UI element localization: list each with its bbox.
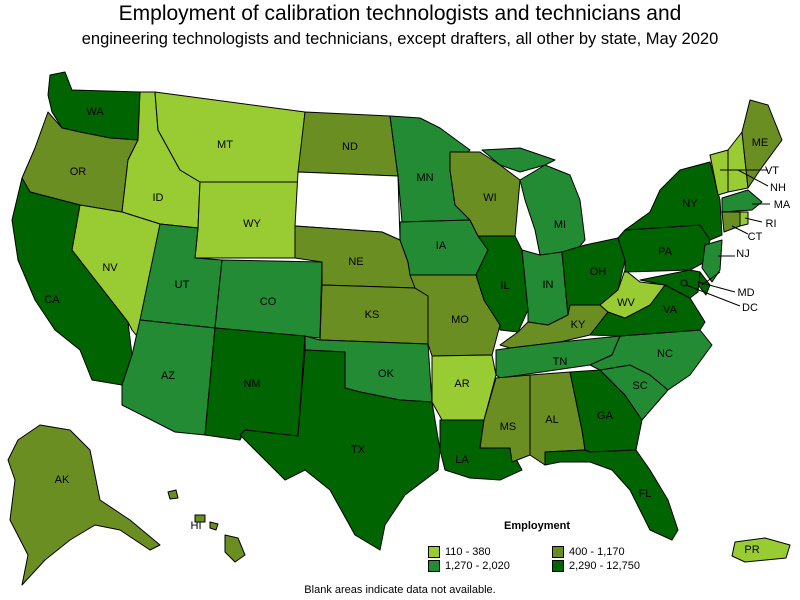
state-label-wy: WY <box>243 218 261 230</box>
state-ak[interactable] <box>7 424 161 586</box>
state-label-co: CO <box>260 296 277 308</box>
leader-lines <box>685 169 770 307</box>
state-label-az: AZ <box>161 370 175 382</box>
state-label-ms: MS <box>500 421 517 433</box>
state-label-mn: MN <box>416 172 433 184</box>
state-label-vt: VT <box>765 165 779 177</box>
map-title-line1: Employment of calibration technologists … <box>118 2 682 25</box>
state-label-mt: MT <box>217 139 233 151</box>
state-label-ga: GA <box>597 410 614 422</box>
legend-label: 110 - 380 <box>445 546 491 558</box>
state-fl[interactable] <box>544 449 679 541</box>
legend-label: 400 - 1,170 <box>569 546 625 558</box>
state-label-ri: RI <box>766 218 777 230</box>
state-label-ct: CT <box>748 231 763 243</box>
state-nc[interactable] <box>589 329 713 391</box>
state-label-al: AL <box>545 414 558 426</box>
state-label-ut: UT <box>175 279 190 291</box>
legend-label: 2,290 - 12,750 <box>569 560 640 572</box>
state-label-wv: WV <box>617 297 635 309</box>
state-me[interactable] <box>741 99 783 189</box>
state-label-ne: NE <box>348 256 363 268</box>
state-label-ar: AR <box>454 378 469 390</box>
legend-item-3: 1,270 - 2,020 <box>428 560 510 572</box>
state-ma[interactable] <box>721 189 763 213</box>
state-label-nj: NJ <box>736 248 749 260</box>
legend-item-1: 110 - 380 <box>428 546 491 558</box>
state-dc[interactable] <box>680 279 688 287</box>
state-label-nc: NC <box>657 348 673 360</box>
legend-label: 1,270 - 2,020 <box>445 560 510 572</box>
state-md[interactable] <box>639 269 701 299</box>
legend-swatch <box>552 546 564 558</box>
legend-title: Employment <box>504 520 571 532</box>
map-title-line2: engineering technologists and technician… <box>81 30 719 48</box>
state-label-il: IL <box>500 280 509 292</box>
state-label-tn: TN <box>553 356 568 368</box>
legend-item-2: 400 - 1,170 <box>552 546 625 558</box>
state-label-wa: WA <box>86 106 104 118</box>
state-label-nv: NV <box>102 262 118 274</box>
state-label-ny: NY <box>682 198 698 210</box>
state-label-in: IN <box>543 279 554 291</box>
state-label-mi: MI <box>554 219 566 231</box>
state-label-ca: CA <box>44 294 60 306</box>
state-label-nh: NH <box>770 182 786 194</box>
state-label-ma: MA <box>774 199 791 211</box>
legend-swatch <box>428 560 440 572</box>
state-nj[interactable] <box>701 239 723 283</box>
state-label-mo: MO <box>451 314 469 326</box>
state-wy[interactable] <box>194 181 299 259</box>
legend-item-4: 2,290 - 12,750 <box>552 560 640 572</box>
state-label-nm: NM <box>243 378 260 390</box>
state-label-md: MD <box>737 287 754 299</box>
state-label-nd: ND <box>342 141 358 153</box>
state-label-sc: SC <box>632 380 647 392</box>
state-label-wi: WI <box>483 192 496 204</box>
state-tx[interactable] <box>239 349 441 551</box>
state-label-pr: PR <box>744 544 759 556</box>
state-label-pa: PA <box>658 246 673 258</box>
state-label-fl: FL <box>639 488 652 500</box>
state-label-va: VA <box>663 304 678 316</box>
state-nv[interactable] <box>71 204 161 341</box>
state-label-id: ID <box>153 192 164 204</box>
state-label-hi: HI <box>191 520 202 532</box>
state-label-ky: KY <box>571 319 586 331</box>
state-label-ak: AK <box>55 474 70 486</box>
state-label-tx: TX <box>351 444 366 456</box>
state-label-ks: KS <box>365 309 380 321</box>
footnote: Blank areas indicate data not available. <box>304 584 496 596</box>
state-label-me: ME <box>752 137 769 149</box>
state-il[interactable] <box>475 235 529 333</box>
state-hi[interactable] <box>167 489 246 563</box>
state-label-ia: IA <box>436 240 447 252</box>
state-label-ok: OK <box>378 368 395 380</box>
state-label-oh: OH <box>590 266 607 278</box>
state-label-or: OR <box>70 166 87 178</box>
state-label-dc: DC <box>742 302 758 314</box>
state-pr[interactable] <box>731 537 791 563</box>
legend-swatch <box>428 546 440 558</box>
state-label-la: LA <box>455 454 469 466</box>
state-ri[interactable] <box>739 211 749 227</box>
legend-swatch <box>552 560 564 572</box>
